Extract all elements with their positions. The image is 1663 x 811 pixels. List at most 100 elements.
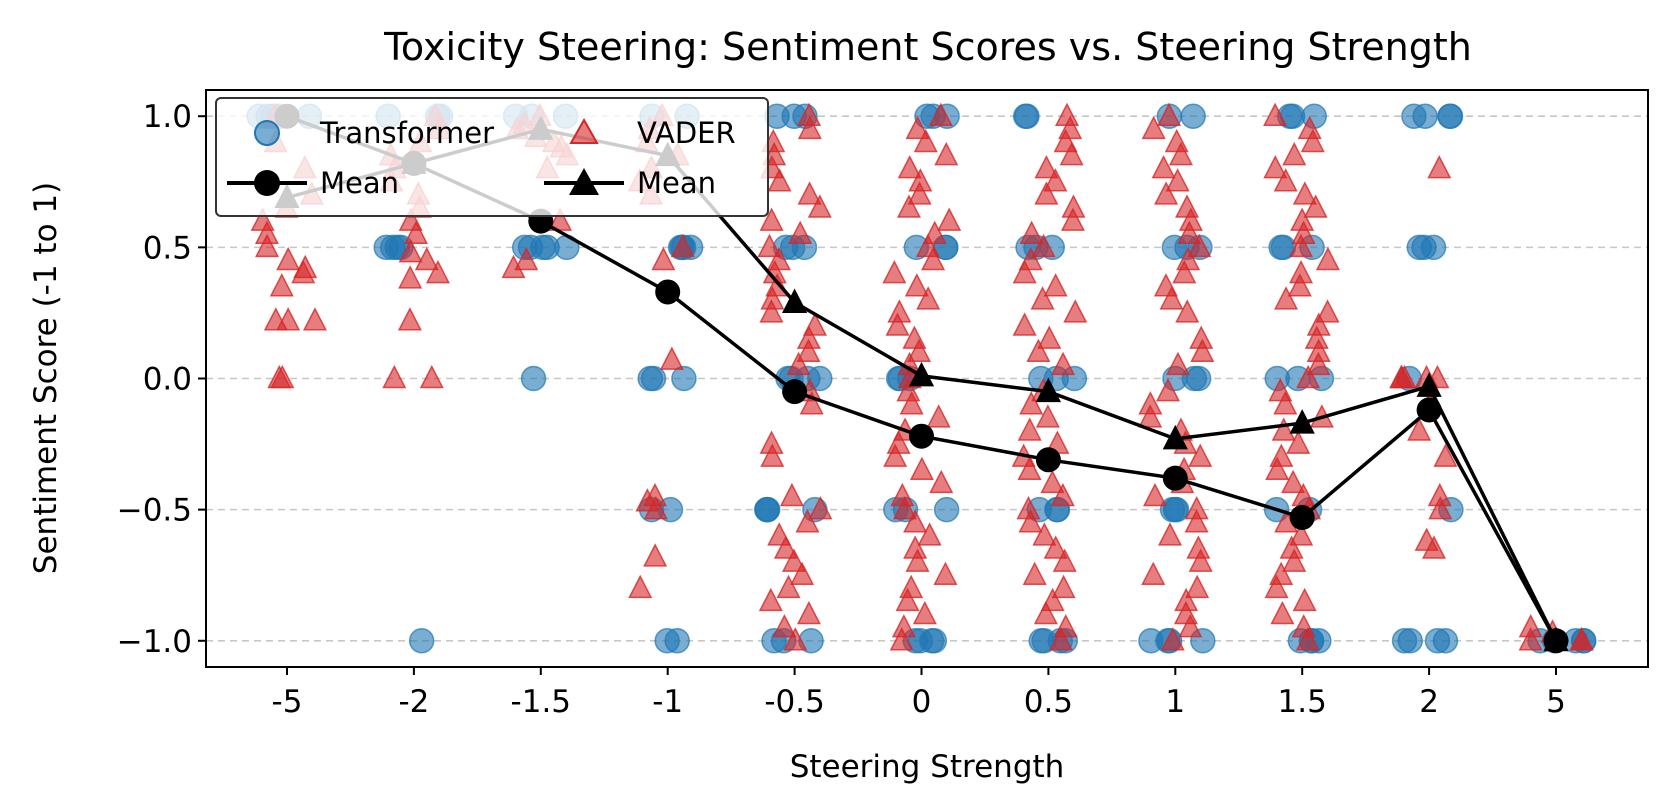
legend-label-transformer: Transformer: [319, 116, 494, 150]
vader-point: [896, 194, 921, 218]
vader-point: [1292, 587, 1317, 612]
vader-point: [398, 238, 423, 263]
y-tick-label: −0.5: [117, 493, 192, 529]
transformer-point: [1028, 628, 1055, 654]
transformer-point: [933, 496, 960, 523]
vader-point: [1052, 548, 1077, 572]
transformer-point: [671, 365, 697, 392]
x-tick-label: -5: [272, 684, 303, 720]
vader-point: [659, 346, 684, 370]
vader-point: [892, 495, 917, 520]
vader-point: [1303, 194, 1328, 218]
vader-point: [776, 574, 801, 599]
vader-point: [1018, 509, 1043, 533]
vader-point: [1157, 522, 1183, 546]
y-tick-label: 1.0: [143, 99, 192, 135]
vader-point: [403, 220, 429, 244]
vader-point: [1048, 627, 1074, 651]
legend-marker-vader: [569, 117, 599, 144]
vader-point: [807, 194, 832, 218]
vader-point: [912, 600, 937, 625]
vader-point: [1019, 391, 1044, 415]
vader-point: [1050, 482, 1075, 507]
vader-mean-point: [1035, 377, 1061, 403]
legend-marker-transformer: [254, 120, 280, 146]
vader-point: [933, 561, 958, 585]
vader-point: [414, 246, 439, 271]
vader-point: [1428, 495, 1453, 520]
x-tick-label: 5: [1546, 684, 1566, 720]
vader-point: [1037, 325, 1062, 349]
vader-point: [783, 627, 808, 651]
vader-point: [1060, 207, 1085, 231]
vader-mean-point: [908, 361, 935, 387]
transformer-point: [1185, 365, 1212, 392]
vader-point: [1043, 168, 1068, 192]
vader-point: [1292, 181, 1317, 205]
vader-point: [926, 404, 951, 428]
vader-point: [1273, 168, 1298, 192]
transformer-point: [1437, 103, 1463, 129]
vader-point: [1295, 627, 1320, 651]
vader-point: [1043, 273, 1068, 297]
scatter-layer: [246, 102, 1597, 654]
transformer-point: [654, 628, 680, 654]
vader-point: [1033, 600, 1058, 625]
vader-point: [795, 509, 820, 533]
vader-point: [790, 561, 815, 585]
vader-point: [1281, 469, 1306, 494]
legend-label-mean-circle: Mean: [320, 166, 399, 200]
vader-point: [1030, 286, 1055, 310]
vader-point: [1063, 299, 1088, 323]
vader-point: [1282, 548, 1307, 572]
vader-point: [899, 391, 924, 415]
vader-point: [1051, 351, 1076, 376]
vader-point: [1051, 574, 1076, 599]
vader-point: [1518, 627, 1543, 651]
transformer-mean-point: [655, 279, 681, 305]
x-tick-label: 0: [912, 684, 932, 720]
vader-point: [934, 141, 959, 166]
vader-point: [903, 509, 928, 533]
vader-point: [1159, 286, 1184, 310]
vader-point: [643, 495, 668, 520]
vader-point: [1263, 102, 1288, 126]
transformer-point: [1180, 103, 1206, 129]
legend-marker-mean-circle: [254, 170, 280, 196]
vader-point: [398, 265, 423, 289]
legend: Transformer VADER Mean Mean: [215, 97, 769, 217]
vader-point: [897, 155, 922, 179]
x-tick-label: -0.5: [764, 684, 825, 720]
vader-point: [1151, 155, 1176, 179]
vader-point: [1433, 443, 1458, 467]
vader-point: [1165, 168, 1190, 192]
vader-point: [302, 307, 328, 331]
vader-point: [1282, 141, 1307, 166]
vader-point: [759, 207, 784, 231]
vader-point: [1165, 351, 1190, 376]
vader-point: [921, 246, 946, 271]
vader-point: [767, 168, 792, 192]
transformer-point: [1397, 628, 1423, 654]
vader-point: [906, 338, 932, 363]
vader-point: [1306, 351, 1331, 376]
vader-point: [760, 443, 785, 467]
vader-mean-point: [1543, 626, 1569, 652]
vader-point: [425, 259, 450, 284]
vader-point: [937, 207, 962, 231]
vader-point: [1289, 522, 1314, 546]
vader-point: [909, 456, 934, 481]
vader-point: [1286, 430, 1311, 454]
vader-point: [905, 115, 930, 140]
vader-point: [885, 312, 910, 336]
vader-point: [1155, 377, 1181, 402]
vader-point: [1274, 286, 1299, 310]
vader-point: [1190, 338, 1215, 363]
vader-point: [1012, 259, 1037, 284]
vader-mean-point: [1289, 409, 1315, 434]
vader-point: [1177, 220, 1202, 244]
transformer-point: [408, 628, 435, 654]
x-tick-label: -1: [652, 684, 683, 720]
vader-point: [1040, 469, 1065, 494]
